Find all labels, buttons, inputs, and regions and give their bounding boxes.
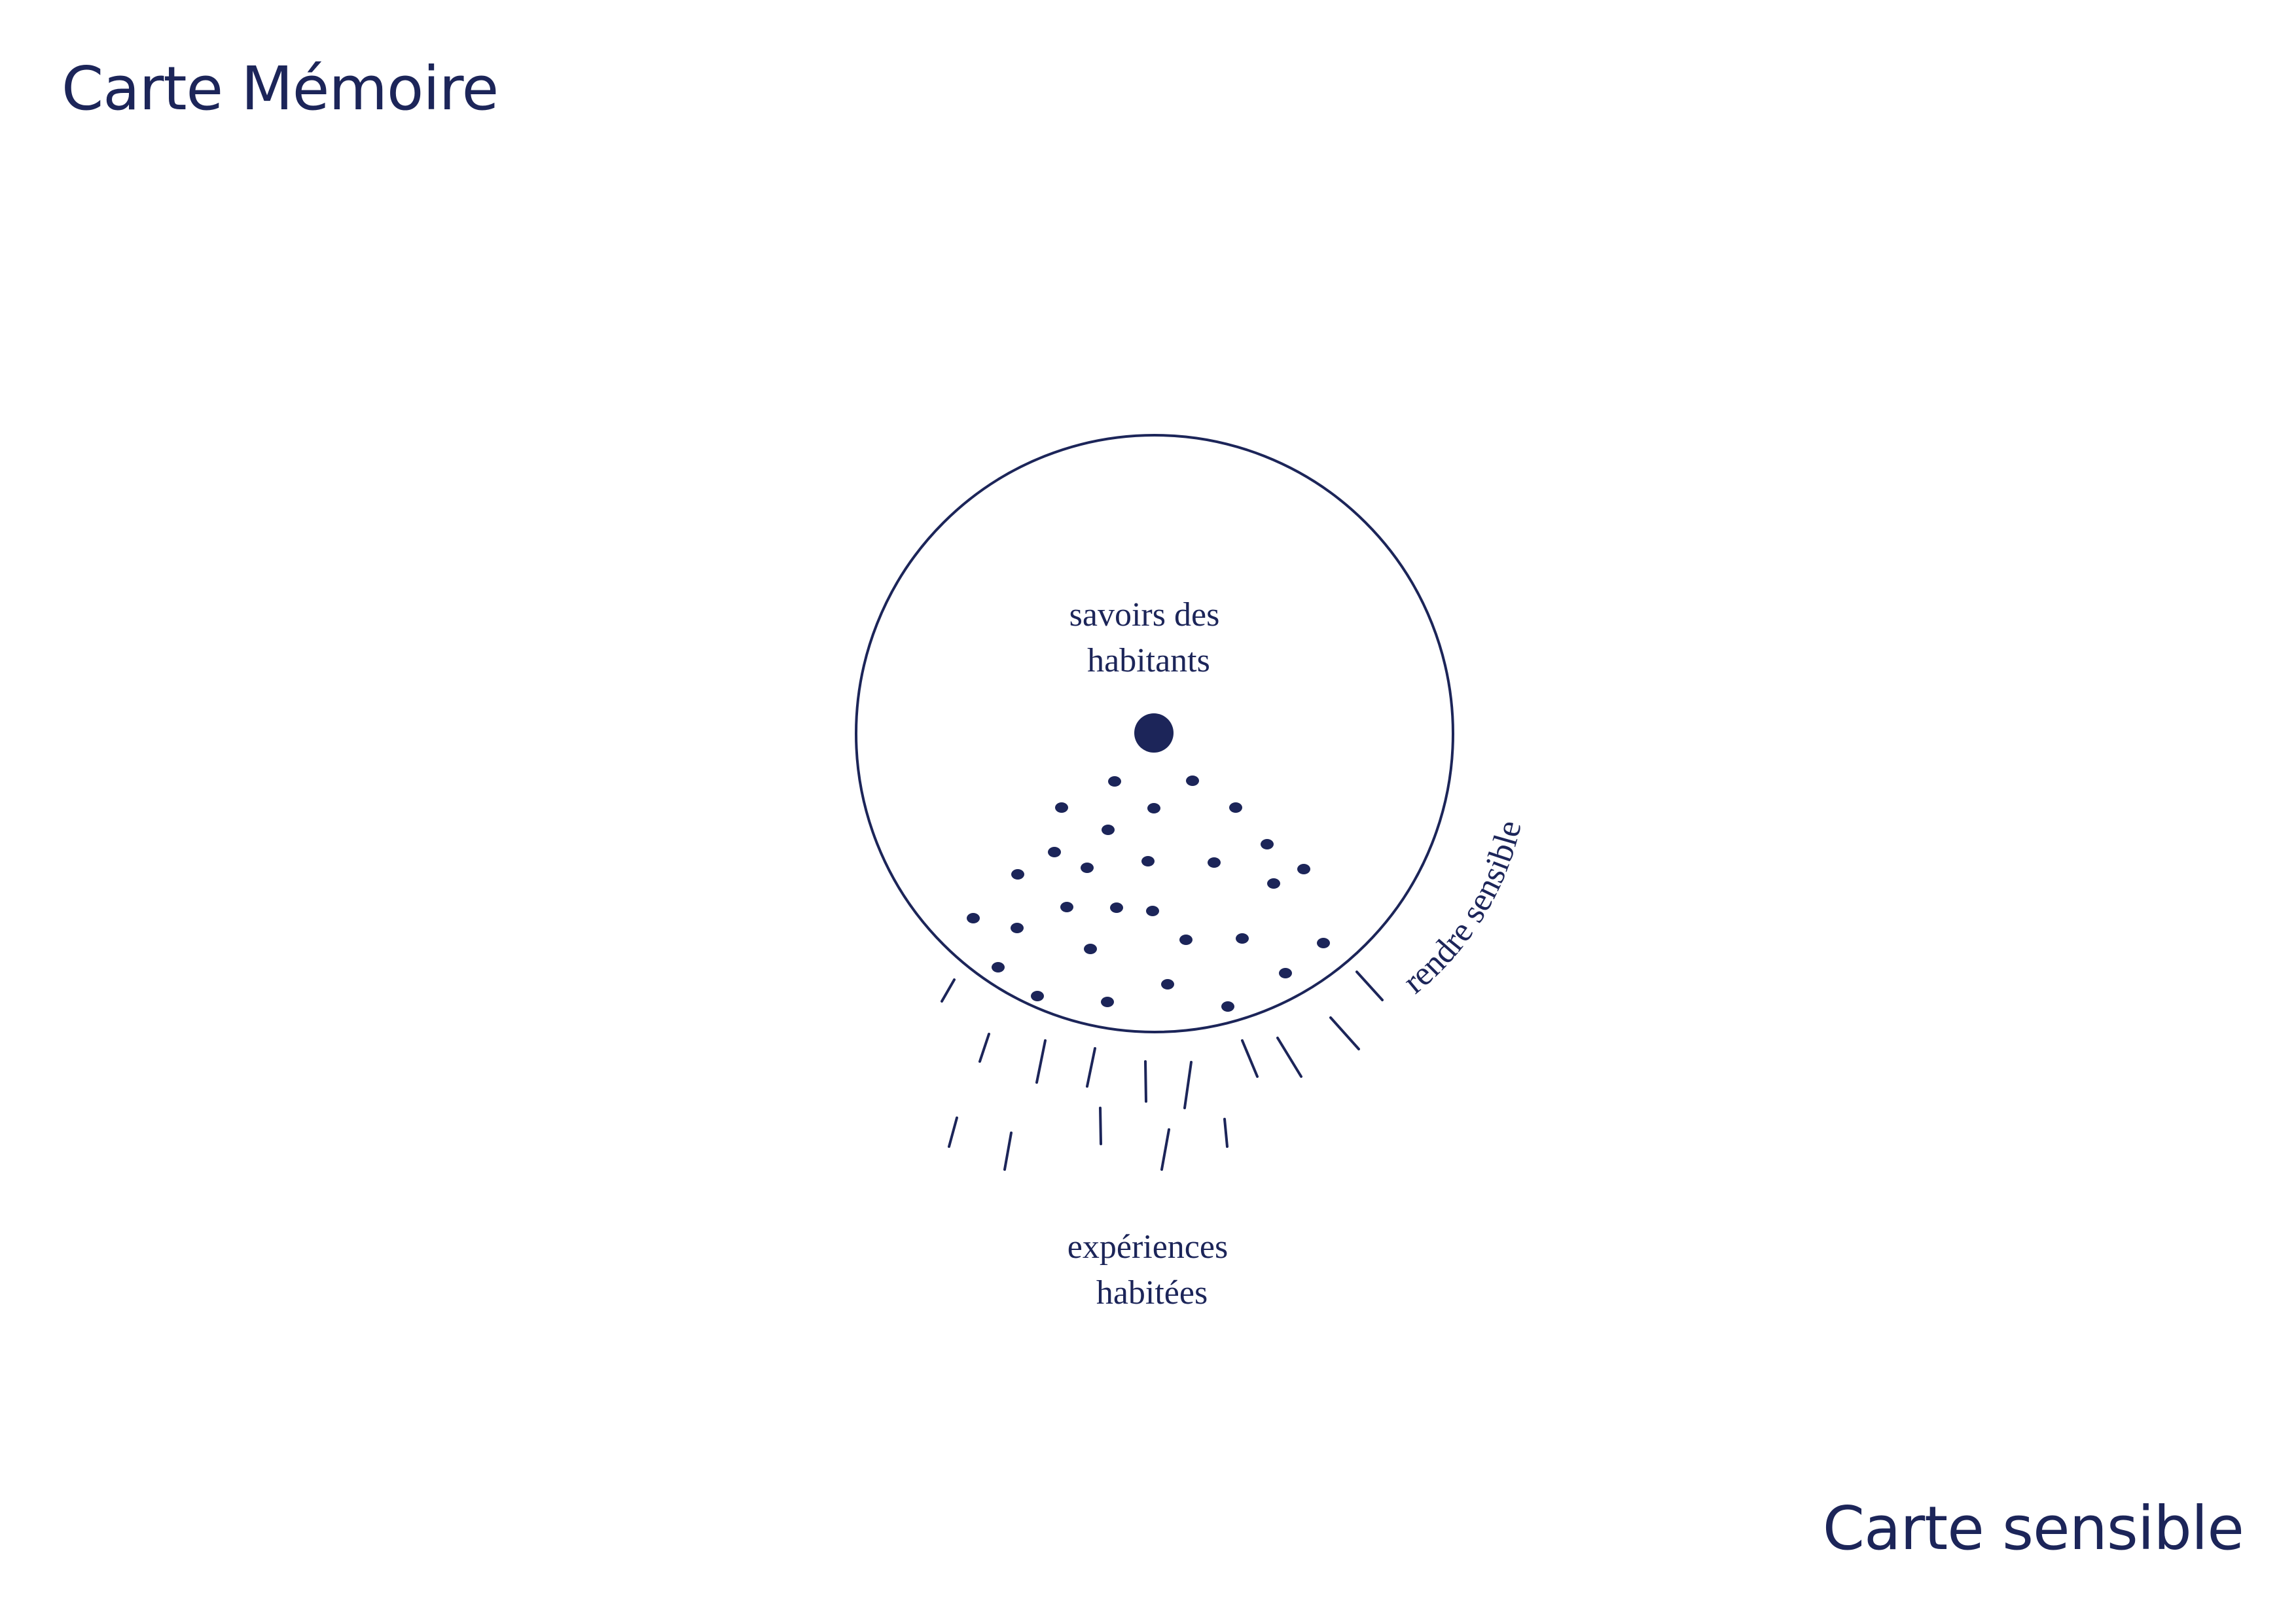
knowledge-dot-18 (967, 913, 980, 923)
inner-label-line-2: habitants (1087, 642, 1210, 679)
knowledge-dot-14 (1011, 869, 1024, 880)
experience-ray-14 (1160, 1128, 1170, 1171)
experience-ray-6 (1183, 1061, 1193, 1109)
knowledge-dot-19 (1011, 923, 1024, 933)
experience-ray-10 (1355, 971, 1384, 1001)
experience-ray-2 (978, 1033, 990, 1063)
experience-ray-3 (1035, 1039, 1047, 1084)
title-carte-sensible: Carte sensible (1822, 1493, 2244, 1563)
knowledge-dot-11 (1208, 857, 1221, 868)
knowledge-dot-4 (1147, 803, 1160, 813)
knowledge-dot-10 (1141, 856, 1155, 866)
knowledge-dot-5 (1229, 802, 1242, 813)
experience-ray-7 (1241, 1039, 1259, 1078)
inner-label: savoirs des habitants (1069, 596, 1229, 679)
knowledge-dot-13 (1267, 878, 1280, 889)
arc-label: rendre sensible (1396, 817, 1528, 1001)
experience-ray-5 (1144, 1060, 1147, 1103)
title-carte-memoire: Carte Mémoire (62, 54, 499, 124)
experience-rays (941, 971, 1384, 1171)
knowledge-dot-20 (1179, 935, 1193, 945)
knowledge-dot-8 (1048, 847, 1061, 857)
outer-circle (855, 434, 1454, 1033)
knowledge-dot-1 (1108, 776, 1121, 787)
experience-ray-11 (948, 1116, 958, 1148)
knowledge-dot-7 (1261, 839, 1274, 849)
knowledge-dot-3 (1055, 802, 1068, 813)
inner-label-line-1: savoirs des (1069, 596, 1220, 633)
knowledge-dot-15 (1060, 902, 1073, 912)
outer-label: expériences habitées (1067, 1228, 1236, 1311)
experience-ray-12 (1003, 1132, 1013, 1171)
experience-ray-4 (1086, 1047, 1096, 1088)
knowledge-dot-12 (1297, 864, 1310, 874)
arc-label-text: rendre sensible (1396, 817, 1528, 1001)
knowledge-dots (967, 776, 1330, 1012)
knowledge-dot-16 (1110, 902, 1123, 913)
knowledge-dot-24 (992, 962, 1005, 972)
center-dot (1134, 713, 1174, 753)
knowledge-dot-29 (1221, 1001, 1234, 1012)
experience-ray-8 (1276, 1037, 1302, 1078)
knowledge-dot-28 (1101, 997, 1114, 1007)
knowledge-dot-17 (1146, 906, 1159, 916)
experience-ray-13 (1099, 1107, 1102, 1145)
experience-ray-1 (941, 978, 956, 1003)
outer-label-line-2: habitées (1096, 1274, 1208, 1311)
outer-label-line-1: expériences (1067, 1228, 1228, 1266)
knowledge-dot-25 (1279, 968, 1292, 978)
knowledge-dot-23 (1084, 944, 1097, 954)
knowledge-dot-21 (1236, 933, 1249, 944)
knowledge-dot-27 (1031, 991, 1044, 1001)
knowledge-dot-6 (1102, 825, 1115, 835)
experience-ray-15 (1223, 1118, 1229, 1148)
knowledge-dot-2 (1186, 776, 1199, 786)
knowledge-dot-22 (1317, 938, 1330, 948)
knowledge-dot-9 (1081, 863, 1094, 873)
experience-ray-9 (1329, 1016, 1360, 1050)
knowledge-dot-26 (1161, 979, 1174, 990)
